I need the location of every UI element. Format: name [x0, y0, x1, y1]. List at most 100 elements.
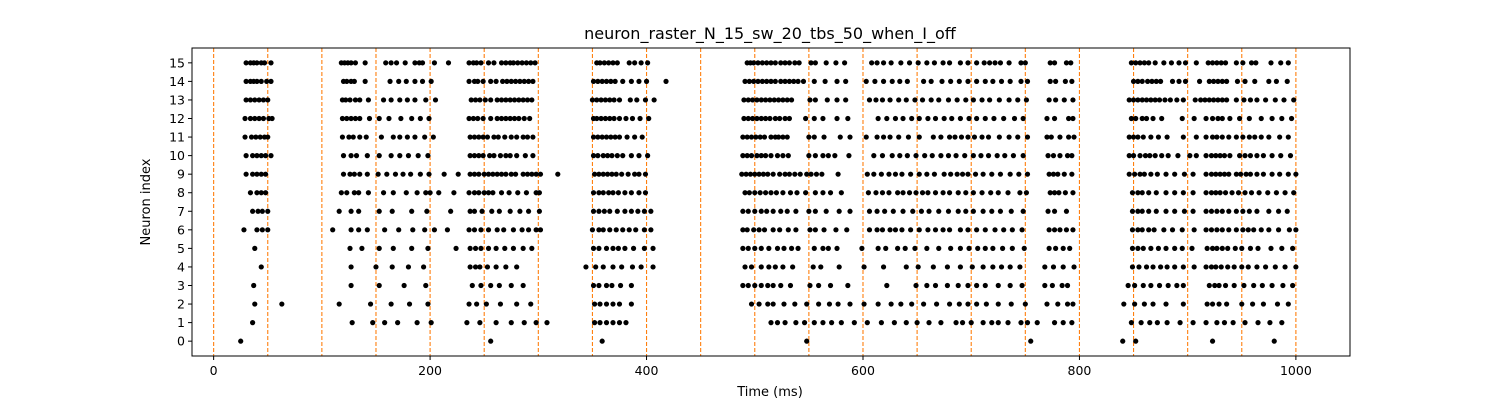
- spike-n9-104: [1213, 171, 1219, 177]
- spike-n13-9: [352, 97, 359, 103]
- spike-n14-104: [1273, 78, 1280, 84]
- spike-n15-50: [755, 60, 761, 66]
- spike-n9-76: [948, 171, 954, 177]
- spike-n7-17: [507, 208, 513, 214]
- spike-n8-60: [906, 190, 913, 196]
- spike-n4-5: [421, 264, 427, 270]
- spike-n3-33: [944, 282, 951, 289]
- spike-n15-97: [1168, 60, 1175, 66]
- spike-n9-56: [782, 171, 788, 177]
- spike-n13-110: [1272, 97, 1278, 103]
- spike-n9-17: [441, 171, 447, 177]
- spike-n6-22: [525, 227, 532, 233]
- spike-n1-54: [1164, 320, 1170, 326]
- spike-n11-37: [616, 134, 623, 140]
- spike-n12-30: [521, 115, 527, 122]
- spike-n12-41: [637, 115, 643, 122]
- spike-n0-3: [804, 338, 810, 344]
- spike-n15-110: [1268, 60, 1274, 66]
- spike-n7-63: [1045, 208, 1051, 214]
- spike-n15-62: [823, 60, 829, 66]
- spike-n9-49: [747, 171, 754, 177]
- spike-n6-19: [501, 227, 507, 233]
- spike-n4-68: [1282, 264, 1288, 270]
- spike-n2-17: [616, 301, 623, 307]
- spike-n1-28: [838, 320, 844, 326]
- spike-n10-61: [929, 153, 935, 159]
- spike-n8-10: [390, 190, 396, 196]
- spike-n11-91: [1203, 134, 1209, 140]
- spike-n5-15: [520, 245, 526, 251]
- spike-n3-31: [924, 282, 930, 289]
- spike-n9-12: [392, 171, 399, 177]
- spike-n12-4: [260, 115, 267, 122]
- spike-n4-23: [758, 264, 764, 270]
- spike-n14-105: [1284, 78, 1290, 84]
- spike-n2-40: [974, 301, 980, 307]
- spike-n14-29: [521, 78, 527, 84]
- spike-n11-52: [806, 134, 812, 140]
- spike-n9-1: [250, 171, 256, 177]
- spike-n8-56: [879, 190, 886, 196]
- spike-n7-8: [389, 208, 395, 214]
- spike-n9-91: [1069, 171, 1075, 177]
- spike-n14-57: [811, 78, 817, 84]
- spike-n6-3: [265, 227, 271, 233]
- spike-n14-28: [517, 78, 523, 84]
- spike-n8-29: [590, 190, 597, 196]
- spike-n6-57: [925, 227, 931, 233]
- spike-n12-26: [503, 115, 509, 122]
- spike-n11-25: [502, 134, 508, 140]
- spike-n3-12: [596, 282, 602, 289]
- spike-n5-53: [1000, 245, 1006, 251]
- spike-n4-42: [1007, 264, 1013, 270]
- spike-n9-87: [1046, 171, 1052, 177]
- spike-n6-83: [1203, 227, 1209, 233]
- spike-n8-103: [1291, 190, 1297, 196]
- y-tick-label-6: 6: [177, 222, 185, 237]
- spike-n8-92: [1213, 190, 1219, 196]
- spike-n4-33: [903, 264, 909, 270]
- spike-n9-42: [619, 171, 625, 177]
- spike-n8-58: [895, 190, 901, 196]
- spike-n12-56: [820, 115, 826, 122]
- spike-n3-18: [745, 282, 751, 289]
- spike-n10-69: [994, 153, 1000, 159]
- spike-n1-24: [801, 320, 808, 326]
- spike-n8-6: [351, 190, 357, 196]
- spike-n9-102: [1203, 171, 1209, 177]
- spike-n6-85: [1214, 227, 1220, 233]
- spike-n13-8: [347, 97, 353, 103]
- spike-n6-36: [744, 227, 750, 233]
- spike-n11-13: [397, 134, 403, 140]
- spike-n10-71: [1010, 153, 1017, 159]
- spike-n9-7: [351, 171, 357, 177]
- spike-n15-59: [796, 60, 802, 66]
- spike-n2-36: [933, 301, 940, 307]
- spike-n5-52: [990, 245, 996, 251]
- spike-n10-70: [1002, 153, 1008, 159]
- spike-n11-44: [753, 134, 759, 140]
- spike-n11-54: [821, 134, 827, 140]
- spike-n10-30: [600, 153, 606, 159]
- spike-n6-40: [770, 227, 776, 233]
- spike-n14-100: [1234, 78, 1241, 84]
- spike-n3-35: [965, 282, 971, 289]
- spike-n12-29: [516, 115, 522, 122]
- spike-n6-34: [648, 227, 654, 233]
- spike-n10-78: [1126, 153, 1132, 159]
- spike-n6-89: [1240, 227, 1246, 233]
- spike-n13-85: [1126, 97, 1132, 103]
- spike-n2-29: [847, 301, 853, 307]
- spike-n3-41: [1042, 282, 1048, 289]
- spike-n3-1: [348, 282, 354, 289]
- spike-n11-0: [242, 134, 248, 140]
- spike-n13-5: [265, 97, 271, 103]
- spike-n11-17: [430, 134, 436, 140]
- spike-n1-39: [968, 320, 974, 326]
- spike-n10-7: [348, 153, 354, 159]
- spike-n10-102: [1287, 153, 1294, 159]
- spike-n5-29: [758, 245, 764, 251]
- spike-n10-23: [503, 153, 509, 159]
- spike-n5-6: [425, 245, 431, 251]
